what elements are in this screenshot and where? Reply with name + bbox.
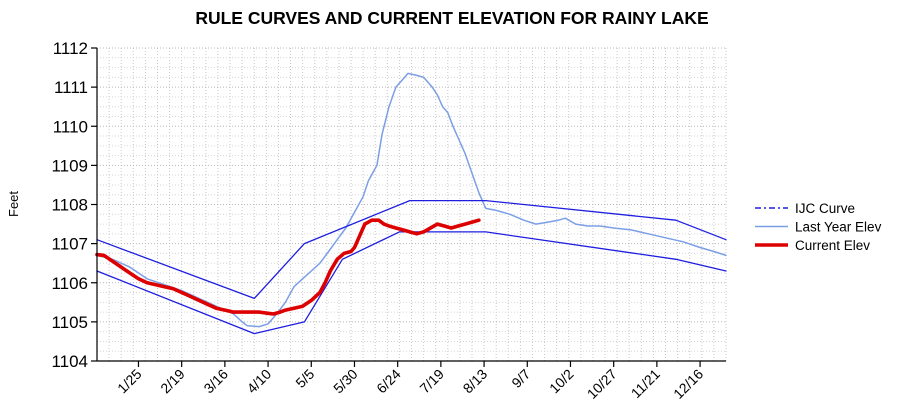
x-tick-labels: 1/25 2/19 3/16 4/10 5/5 5/30 6/24 7/19 8/13 9/7 10…	[114, 361, 706, 402]
x-tick-label: 7/19	[416, 366, 447, 397]
y-tick-label: 1106	[51, 274, 88, 293]
y-tick-labels: 1104 1105 1106 1107 1108 1109 1110 1111 1112	[51, 39, 97, 371]
y-axis-label: Feet	[6, 191, 21, 217]
y-tick-label: 1104	[51, 352, 88, 371]
x-tick-label: 3/16	[200, 366, 231, 397]
legend: IJC Curve Last Year Elev Current Elev	[755, 201, 882, 253]
y-tick-label: 1107	[51, 235, 88, 254]
legend-label-current-elev: Current Elev	[795, 238, 870, 253]
y-tick-label: 1105	[51, 313, 88, 332]
x-tick-label: 2/19	[157, 366, 188, 397]
y-tick-label: 1108	[51, 196, 88, 215]
x-tick-label: 10/27	[584, 366, 620, 402]
series-line-last-year-elev	[96, 72, 727, 328]
x-tick-label: 5/30	[330, 366, 361, 397]
y-tick-label: 1112	[53, 39, 88, 58]
x-tick-label: 4/10	[244, 366, 275, 397]
series-line-ijc-curve	[96, 199, 727, 300]
legend-label-ijc-curve: IJC Curve	[795, 201, 855, 216]
x-tick-label: 8/13	[460, 366, 491, 397]
x-tick-label: 9/7	[508, 366, 533, 391]
x-tick-label: 10/2	[546, 366, 577, 397]
y-tick-label: 1110	[53, 117, 88, 136]
series-line-current-elev	[95, 218, 481, 316]
x-tick-label: 12/16	[670, 366, 706, 402]
x-tick-label: 11/21	[628, 366, 664, 402]
series-line-ijc-lower	[96, 231, 727, 335]
chart-title: RULE CURVES AND CURRENT ELEVATION FOR RA…	[195, 8, 708, 28]
legend-label-last-year-elev: Last Year Elev	[795, 220, 882, 235]
y-tick-label: 1109	[51, 156, 88, 175]
x-tick-label: 6/24	[373, 366, 404, 397]
y-tick-label: 1111	[54, 78, 88, 97]
series-lines	[95, 72, 727, 335]
x-tick-label: 5/5	[292, 366, 317, 391]
x-tick-label: 1/25	[114, 366, 145, 397]
